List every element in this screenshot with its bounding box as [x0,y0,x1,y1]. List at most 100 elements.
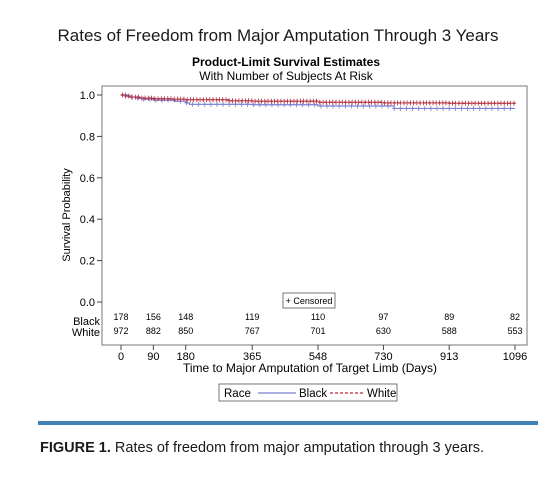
x-tick-label: 730 [374,351,392,363]
y-tick-label: 0.4 [80,214,95,226]
censor-mark-black [300,102,305,108]
censor-mark-black [312,102,317,108]
censor-mark-black [416,105,421,111]
censor-mark-black [434,105,439,111]
censor-mark-white [168,96,173,102]
censored-label: + Censored [286,296,333,306]
censor-mark-black [257,102,262,108]
censor-mark-black [184,100,189,106]
censor-mark-white [136,94,141,100]
at-risk-count: 97 [378,312,388,322]
censor-mark-black [245,101,250,107]
censor-mark-black [459,105,464,111]
at-risk-table: Black 178 156 148 119 110 97 89 82 White 972 882 850… [72,312,523,339]
at-risk-count: 850 [178,326,193,336]
at-risk-count: 553 [507,326,522,336]
caption-label: FIGURE 1. [40,440,111,456]
censor-mark-white [149,95,154,101]
x-tick-label: 90 [147,351,159,363]
censor-mark-white [223,97,228,103]
figure-title: Rates of Freedom from Major Amputation T… [57,26,499,45]
censor-mark-black [221,101,226,107]
y-tick-label: 0.6 [80,173,95,185]
x-tick-label: 1096 [503,351,527,363]
legend: Race Black White [218,383,398,402]
x-tick-label: 548 [309,351,327,363]
legend-entry-black: Black [299,388,327,400]
censor-mark-black [214,101,219,107]
x-tick-label: 0 [118,351,124,363]
y-tick-label: 0.2 [80,256,95,268]
legend-entry-white: White [367,388,396,400]
chart-title: Product-Limit Survival Estimates [192,55,380,69]
censor-mark-black [294,102,299,108]
censor-mark-white [379,99,384,105]
censor-mark-black [489,105,494,111]
y-tick-label: 0.0 [80,297,95,309]
y-axis: 0.0 0.2 0.4 0.6 0.8 1.0 [80,90,102,309]
censor-mark-black [208,101,213,107]
censor-mark-black [410,105,415,111]
at-risk-group-label: Black [73,316,100,328]
censor-mark-black [392,105,397,111]
censor-layer [120,92,516,111]
at-risk-count: 972 [113,326,128,336]
censor-mark-black [398,105,403,111]
censor-mark-black [355,103,360,109]
censor-mark-black [349,103,354,109]
caption-text: Rates of freedom from major amputation t… [110,440,485,456]
censor-mark-black [361,103,366,109]
censor-mark-black [269,102,274,108]
censor-mark-black [465,105,470,111]
at-risk-count: 588 [442,326,457,336]
censor-mark-black [202,101,207,107]
censor-mark-black [263,102,268,108]
x-axis-label: Time to Major Amputation of Target Limb … [183,361,437,375]
censor-mark-black [318,103,323,109]
at-risk-group-label: White [72,327,100,339]
censor-mark-white [511,100,516,106]
at-risk-count: 89 [444,312,454,322]
x-axis: 0 90 180 365 548 730 913 1096 [118,345,527,363]
y-tick-label: 1.0 [80,90,95,102]
censor-mark-black [379,103,384,109]
at-risk-count: 156 [146,312,161,322]
censor-mark-white [314,98,319,104]
at-risk-count: 110 [311,312,325,322]
legend-title: Race [224,388,251,400]
censor-mark-black [251,102,256,108]
censor-mark-white [126,93,131,99]
censor-mark-black [471,105,476,111]
censor-mark-white [249,98,254,104]
at-risk-count: 178 [113,312,128,322]
at-risk-count: 82 [510,312,520,322]
x-tick-label: 180 [177,351,195,363]
censored-legend: + Censored [282,292,336,309]
at-risk-count: 767 [245,326,260,336]
censor-mark-black [404,105,409,111]
survival-chart: Product-Limit Survival Estimates With Nu… [61,55,528,402]
censor-mark-black [447,105,452,111]
x-tick-label: 913 [440,351,458,363]
x-tick-label: 365 [243,351,261,363]
censor-mark-black [239,101,244,107]
at-risk-count: 148 [178,312,193,322]
plot-frame [101,85,528,346]
at-risk-count: 630 [376,326,391,336]
censor-mark-black [483,105,488,111]
censor-mark-black [453,105,458,111]
censor-mark-black [196,101,201,107]
at-risk-count: 882 [146,326,161,336]
censor-mark-white [443,100,448,106]
censor-mark-black [496,105,501,111]
y-axis-label: Survival Probability [61,168,73,262]
chart-subtitle: With Number of Subjects At Risk [199,69,373,83]
censor-mark-black [422,105,427,111]
censor-mark-white [120,92,125,98]
censor-mark-black [190,101,195,107]
at-risk-count: 119 [245,312,259,322]
censor-mark-black [441,105,446,111]
y-tick-label: 0.8 [80,131,95,143]
at-risk-count: 701 [310,326,325,336]
censor-mark-black [508,105,513,111]
